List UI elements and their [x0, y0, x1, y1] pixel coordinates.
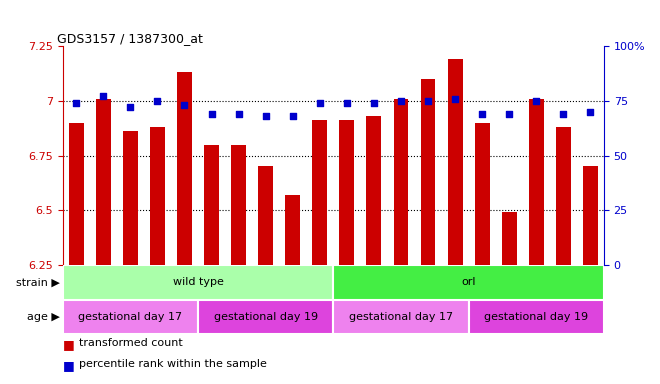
Text: strain ▶: strain ▶: [16, 277, 59, 287]
Bar: [312, 121, 327, 265]
Bar: [63, 265, 333, 300]
Bar: [198, 300, 333, 334]
Point: [179, 102, 190, 108]
Bar: [420, 79, 436, 265]
Text: transformed count: transformed count: [79, 338, 183, 348]
Point: [98, 93, 108, 99]
Point: [314, 100, 325, 106]
Point: [422, 98, 433, 104]
Bar: [529, 99, 544, 265]
Point: [152, 98, 162, 104]
Point: [531, 98, 541, 104]
Bar: [96, 99, 111, 265]
Text: gestational day 19: gestational day 19: [484, 312, 588, 322]
Bar: [475, 122, 490, 265]
Text: gestational day 17: gestational day 17: [79, 312, 182, 322]
Point: [287, 113, 298, 119]
Text: percentile rank within the sample: percentile rank within the sample: [79, 359, 267, 369]
Bar: [63, 300, 198, 334]
Bar: [502, 212, 517, 265]
Text: orl: orl: [461, 277, 476, 287]
Point: [585, 109, 595, 115]
Bar: [258, 166, 273, 265]
Point: [558, 111, 568, 117]
Text: gestational day 17: gestational day 17: [349, 312, 453, 322]
Text: GDS3157 / 1387300_at: GDS3157 / 1387300_at: [57, 32, 203, 45]
Point: [477, 111, 487, 117]
Text: gestational day 19: gestational day 19: [214, 312, 317, 322]
Point: [234, 111, 244, 117]
Bar: [333, 300, 469, 334]
Bar: [393, 99, 409, 265]
Point: [206, 111, 216, 117]
Bar: [177, 72, 192, 265]
Point: [71, 100, 82, 106]
Point: [368, 100, 379, 106]
Text: ■: ■: [63, 338, 79, 351]
Text: ■: ■: [63, 359, 79, 372]
Bar: [123, 131, 138, 265]
Bar: [333, 265, 604, 300]
Point: [395, 98, 406, 104]
Text: wild type: wild type: [172, 277, 224, 287]
Bar: [469, 300, 604, 334]
Bar: [69, 122, 84, 265]
Bar: [583, 166, 598, 265]
Point: [125, 104, 136, 111]
Bar: [366, 116, 381, 265]
Point: [450, 96, 461, 102]
Bar: [204, 145, 219, 265]
Bar: [339, 121, 354, 265]
Point: [504, 111, 515, 117]
Bar: [231, 145, 246, 265]
Point: [260, 113, 271, 119]
Text: age ▶: age ▶: [26, 312, 59, 322]
Bar: [447, 59, 463, 265]
Bar: [285, 195, 300, 265]
Bar: [150, 127, 165, 265]
Point: [342, 100, 352, 106]
Bar: [556, 127, 571, 265]
